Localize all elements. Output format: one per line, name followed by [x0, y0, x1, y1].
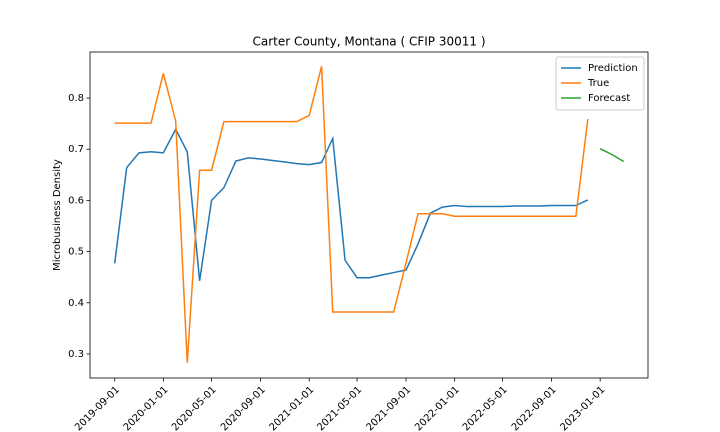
y-tick-label: 0.4 [68, 298, 84, 309]
y-tick-label: 0.8 [68, 93, 84, 104]
y-axis-label: Microbusiness Density [52, 159, 63, 271]
y-tick-label: 0.5 [68, 247, 84, 258]
series-line [113, 127, 589, 281]
legend-label: True [587, 78, 609, 89]
legend-label: Forecast [588, 93, 630, 104]
series-line [599, 148, 625, 163]
legend-label: Prediction [588, 63, 638, 74]
y-tick-label: 0.6 [68, 195, 84, 206]
series-line [114, 66, 589, 363]
plot-frame [89, 51, 649, 379]
y-tick-label: 0.3 [68, 349, 84, 360]
chart-title: Carter County, Montana ( CFIP 30011 ) [252, 35, 485, 49]
legend-box [555, 56, 645, 111]
y-tick-label: 0.7 [68, 144, 84, 155]
